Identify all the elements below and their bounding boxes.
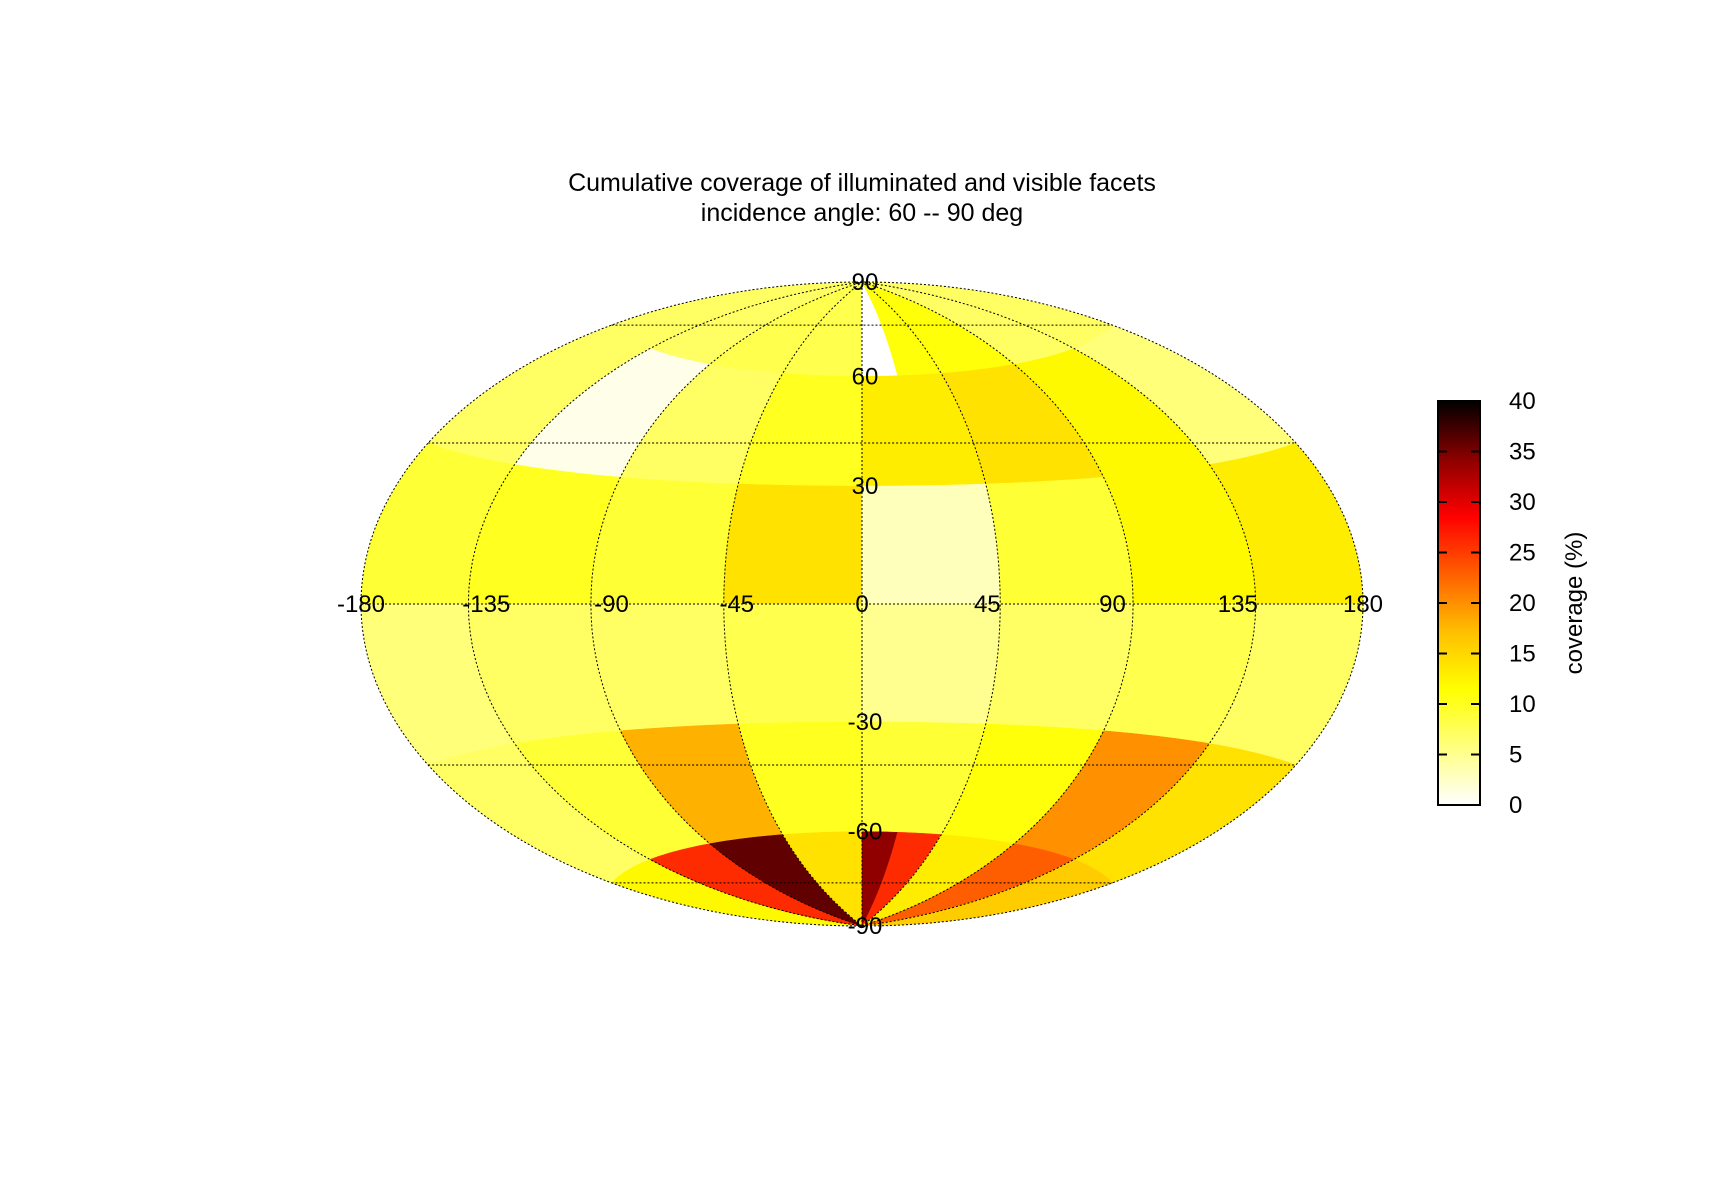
lon-tick-label: -180 [337, 591, 385, 618]
map-outline [360, 281, 1364, 927]
colorbar-tick-label: 20 [1509, 590, 1536, 617]
graticule-grid [361, 281, 1363, 927]
lon-tick-label: -45 [719, 591, 754, 618]
axis-tick-labels: -180 -135 -90 -45 0 45 90 135 180 90 60 30 -30 -60 -90 [337, 269, 1383, 940]
lat-tick-label: 30 [852, 473, 879, 500]
colorbar-tick-label: 10 [1509, 691, 1536, 718]
coverage-cell [590, 603, 739, 732]
lon-tick-label: 45 [974, 591, 1001, 618]
lat-tick-label: -60 [848, 819, 883, 846]
colorbar-tick-label: 15 [1509, 641, 1536, 668]
lon-tick-label: 0 [855, 591, 868, 618]
lat-tick-label: 90 [852, 269, 879, 296]
colorbar: 0 5 10 15 20 25 30 35 40 coverage (%) [1437, 388, 1588, 819]
coverage-cell [985, 476, 1134, 605]
coverage-cell [723, 603, 863, 725]
lon-tick-label: 90 [1099, 591, 1126, 618]
colorbar-tick-label: 35 [1509, 439, 1536, 466]
coverage-cell [723, 483, 863, 605]
lon-tick-label: 135 [1218, 591, 1258, 618]
longitude-gridline [723, 281, 863, 927]
lat-tick-label: 60 [852, 363, 879, 390]
colorbar-tick-label: 40 [1509, 388, 1536, 415]
colorbar-tick-label: 0 [1509, 792, 1522, 819]
lon-tick-label: -90 [594, 591, 629, 618]
coverage-cell [590, 476, 739, 605]
lon-tick-label: 180 [1343, 591, 1383, 618]
colorbar-title: coverage (%) [1561, 532, 1588, 675]
chart-title-line-1: Cumulative coverage of illuminated and v… [568, 169, 1156, 197]
longitude-gridline [467, 281, 863, 927]
colorbar-tick-label: 5 [1509, 742, 1522, 769]
lon-tick-label: -135 [462, 591, 510, 618]
coverage-cell [861, 483, 1001, 605]
colorbar-ticks: 0 5 10 15 20 25 30 35 40 [1438, 388, 1536, 819]
colorbar-tick-label: 30 [1509, 489, 1536, 516]
lat-tick-label: -30 [848, 709, 883, 736]
longitude-gridline [861, 281, 1257, 927]
colorbar-tick-label: 25 [1509, 540, 1536, 567]
coverage-cell [985, 603, 1134, 732]
lat-tick-label: -90 [848, 913, 883, 940]
chart-title-line-2: incidence angle: 60 -- 90 deg [701, 199, 1023, 227]
longitude-gridline [861, 281, 1001, 927]
coverage-cell [861, 603, 1001, 725]
